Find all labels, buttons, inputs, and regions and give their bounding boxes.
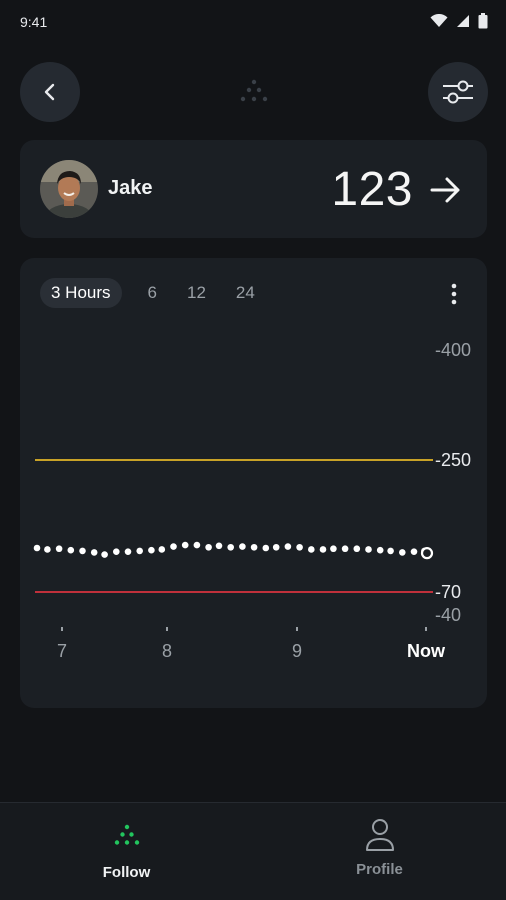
reading-point [113,548,120,555]
reading-point [170,543,177,550]
reading-point [181,541,189,549]
reading-point [330,545,337,553]
y-tick-label: -40 [435,605,461,625]
reading-point [387,547,394,555]
user-card[interactable]: Jake 123 [20,140,487,238]
arrow-right-icon [430,177,460,203]
y-tick-label: -400 [435,340,471,360]
reading-point [262,544,270,552]
nav-profile-label: Profile [356,861,403,878]
reading-point [319,546,327,553]
reading-point [239,543,246,550]
more-menu-icon[interactable] [444,282,464,306]
reading-point [101,551,108,558]
reading-point [158,546,166,553]
glucose-value: 123 [331,163,413,216]
x-tick-label: 9 [292,641,302,661]
dots-triangle-logo [240,79,268,102]
status-icons [430,13,488,29]
status-bar: 9:41 [0,0,506,44]
nav-profile[interactable]: Profile [253,803,506,900]
reading-point [55,545,63,553]
y-tick-label: -70 [435,582,461,602]
reading-point [296,543,303,551]
glucose-chart: -400 -250 -70 -40 7 8 9 Now [33,340,471,661]
chevron-left-icon [44,83,55,101]
reading-point [250,543,258,551]
tab-24-hours[interactable]: 24 [235,283,255,302]
reading-point [33,544,41,552]
user-photo [40,160,98,218]
chart-card: 3 Hours 6 12 24 -400 -250 -70 -40 7 8 9 Now [20,258,487,708]
sliders-icon [443,80,473,104]
reading-point [341,545,349,553]
dots-triangle-icon [114,824,139,845]
back-button[interactable] [20,62,80,122]
reading-point [205,543,212,551]
cellular-icon [457,15,469,27]
x-tick-label: Now [407,641,446,661]
reading-point [90,549,98,556]
user-name: Jake [108,177,153,199]
x-tick-label: 7 [57,641,67,661]
y-tick-label: -250 [435,450,471,470]
reading-point [376,546,384,554]
filter-button[interactable] [428,62,488,122]
current-reading-point [420,547,434,560]
reading-point [399,549,406,556]
reading-point [272,543,280,551]
x-tick-label: 8 [162,641,172,661]
reading-point [124,548,132,555]
reading-point [136,547,143,555]
reading-point [284,543,292,550]
reading-point [353,545,361,553]
reading-point [227,543,234,551]
reading-point [79,547,86,555]
tab-12-hours[interactable]: 12 [187,283,206,302]
wifi-icon [430,14,448,27]
reading-point [308,546,315,553]
nav-follow[interactable]: Follow [0,803,253,900]
nav-follow-label: Follow [102,864,151,881]
status-time: 9:41 [20,14,48,30]
tab-6-hours[interactable]: 6 [147,283,157,302]
battery-icon [478,13,488,29]
tab-3-hours[interactable]: 3 Hours [40,278,122,308]
bottom-nav: Follow Profile [0,802,506,900]
person-icon [365,819,394,851]
reading-point [67,546,75,554]
reading-point [365,546,372,553]
reading-point [410,548,418,555]
avatar [40,160,98,218]
range-tabs: 3 Hours 6 12 24 [40,278,285,308]
reading-point [44,546,51,553]
reading-point [215,542,223,550]
reading-point [148,546,155,554]
reading-point [193,541,201,549]
